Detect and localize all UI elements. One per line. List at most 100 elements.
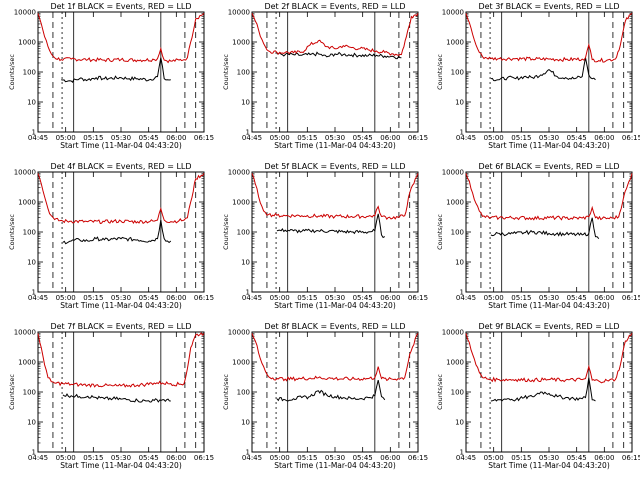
x-tick-label: 06:15 [194, 454, 214, 462]
series-line-events [276, 51, 402, 60]
x-tick-label: 04:45 [28, 134, 48, 142]
y-tick-label: 10 [27, 419, 36, 427]
series-line-lld [465, 333, 633, 384]
y-tick-label: 1000 [232, 199, 250, 207]
series-line-lld [251, 173, 419, 220]
y-tick-label: 1 [460, 449, 464, 457]
y-tick-label: 1 [246, 289, 250, 297]
x-tick-label: 04:45 [456, 294, 476, 302]
x-tick-label: 05:30 [325, 454, 345, 462]
x-tick-label: 05:45 [567, 294, 587, 302]
y-tick-label: 1000 [232, 39, 250, 47]
y-tick-label: 10 [455, 419, 464, 427]
plot-frame [251, 11, 419, 133]
y-tick-label: 10 [241, 99, 250, 107]
x-tick-label: 06:00 [166, 454, 186, 462]
x-tick-label: 04:45 [28, 294, 48, 302]
x-tick-label: 04:45 [242, 454, 262, 462]
x-tick-label: 06:15 [408, 134, 428, 142]
x-tick-label: 05:30 [111, 294, 131, 302]
y-tick-label: 10 [241, 259, 250, 267]
panel-title: Det 1f BLACK = Events, RED = LLD [50, 2, 191, 11]
y-tick-label: 100 [237, 389, 250, 397]
x-tick-label: 05:45 [139, 294, 159, 302]
detector-panel-5: Det 5f BLACK = Events, RED = LLD 1 10 100 10… [222, 162, 428, 310]
y-tick-label: 1 [460, 129, 464, 137]
y-axis-label: Counts/sec [222, 214, 230, 250]
y-tick-label: 100 [451, 389, 464, 397]
y-tick-label: 1 [246, 449, 250, 457]
y-tick-label: 1 [460, 289, 464, 297]
series-line-events [276, 379, 386, 402]
y-tick-label: 10000 [14, 9, 36, 17]
series-line-events [276, 213, 386, 239]
x-tick-label: 05:45 [353, 294, 373, 302]
x-axis-label: Start Time (11-Mar-04 04:43:20) [488, 461, 610, 470]
panel-title: Det 2f BLACK = Events, RED = LLD [264, 2, 405, 11]
x-tick-label: 05:30 [325, 134, 345, 142]
y-tick-label: 100 [23, 229, 36, 237]
x-tick-label: 05:15 [297, 294, 317, 302]
y-tick-label: 10 [27, 99, 36, 107]
x-tick-label: 06:15 [622, 454, 640, 462]
plot-frame [251, 331, 419, 453]
y-axis-label: Counts/sec [8, 214, 16, 250]
series-line-events [61, 57, 171, 84]
y-tick-label: 100 [237, 69, 250, 77]
x-axis-label: Start Time (11-Mar-04 04:43:20) [488, 301, 610, 310]
x-tick-label: 05:15 [83, 134, 103, 142]
y-tick-label: 100 [451, 229, 464, 237]
y-tick-label: 10000 [442, 9, 464, 17]
x-tick-label: 05:15 [511, 294, 531, 302]
x-tick-label: 06:15 [622, 294, 640, 302]
x-tick-label: 05:45 [353, 454, 373, 462]
y-tick-label: 10000 [442, 329, 464, 337]
x-axis-label: Start Time (11-Mar-04 04:43:20) [274, 141, 396, 150]
y-tick-label: 1000 [446, 199, 464, 207]
x-axis-label: Start Time (11-Mar-04 04:43:20) [60, 301, 182, 310]
series-line-lld [465, 173, 633, 221]
y-tick-label: 10000 [14, 329, 36, 337]
y-tick-label: 1000 [18, 359, 36, 367]
x-tick-label: 05:15 [297, 134, 317, 142]
x-tick-label: 04:45 [242, 294, 262, 302]
x-tick-label: 05:45 [139, 454, 159, 462]
y-tick-label: 10000 [442, 169, 464, 177]
detector-panel-2: Det 2f BLACK = Events, RED = LLD 1 10 100 10… [222, 2, 428, 150]
y-tick-label: 1 [246, 129, 250, 137]
x-axis-label: Start Time (11-Mar-04 04:43:20) [274, 301, 396, 310]
y-tick-label: 10000 [228, 329, 250, 337]
y-axis-label: Counts/sec [222, 374, 230, 410]
x-tick-label: 06:15 [408, 454, 428, 462]
y-tick-label: 10 [241, 419, 250, 427]
panel-title: Det 8f BLACK = Events, RED = LLD [264, 322, 405, 331]
panel-title: Det 4f BLACK = Events, RED = LLD [50, 162, 191, 171]
x-tick-label: 06:00 [166, 294, 186, 302]
panel-title: Det 3f BLACK = Events, RED = LLD [478, 2, 619, 11]
detector-panel-4: Det 4f BLACK = Events, RED = LLD 1 10 100 10… [8, 162, 214, 310]
x-tick-label: 05:30 [539, 454, 559, 462]
x-tick-label: 06:15 [408, 294, 428, 302]
x-tick-label: 05:30 [325, 294, 345, 302]
x-axis-label: Start Time (11-Mar-04 04:43:20) [60, 141, 182, 150]
y-tick-label: 1000 [18, 39, 36, 47]
panel-title: Det 9f BLACK = Events, RED = LLD [478, 322, 619, 331]
plot-frame [37, 171, 205, 293]
detector-panel-7: Det 7f BLACK = Events, RED = LLD 1 10 100 10… [8, 322, 214, 470]
x-tick-label: 06:00 [380, 294, 400, 302]
x-tick-label: 05:00 [56, 294, 76, 302]
x-tick-label: 06:00 [594, 134, 614, 142]
panel-title: Det 5f BLACK = Events, RED = LLD [264, 162, 405, 171]
plot-frame [251, 171, 419, 293]
x-tick-label: 05:15 [83, 294, 103, 302]
plot-frame [37, 331, 205, 453]
x-tick-label: 04:45 [242, 134, 262, 142]
x-axis-label: Start Time (11-Mar-04 04:43:20) [488, 141, 610, 150]
series-line-lld [465, 12, 633, 63]
y-tick-label: 10000 [14, 169, 36, 177]
x-tick-label: 06:00 [594, 454, 614, 462]
y-tick-label: 10 [455, 259, 464, 267]
y-tick-label: 10 [455, 99, 464, 107]
x-tick-label: 04:45 [456, 454, 476, 462]
